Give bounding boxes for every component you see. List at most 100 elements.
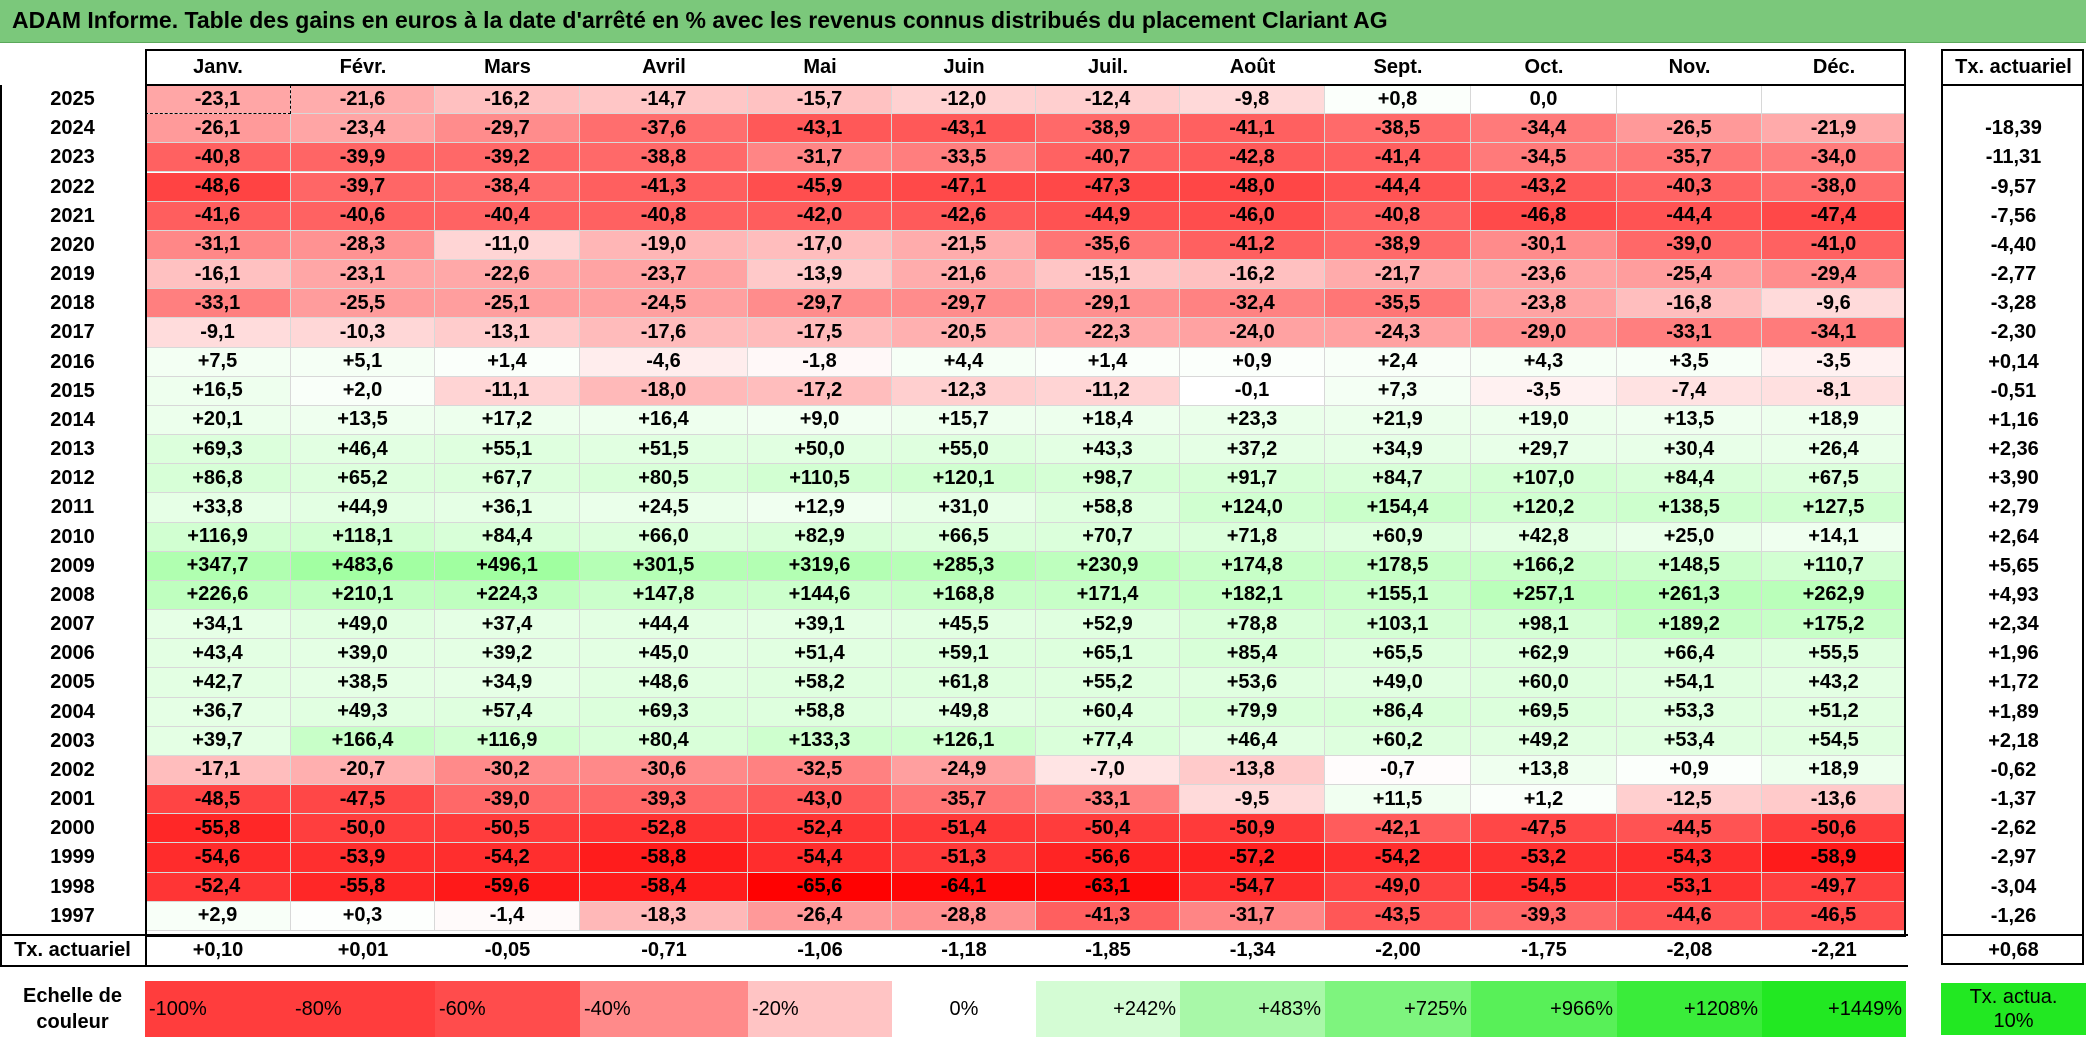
heatmap-cell: -16,2 bbox=[1180, 260, 1325, 290]
heatmap-cell: -47,5 bbox=[1471, 814, 1617, 844]
heatmap-cell: +45,5 bbox=[892, 610, 1036, 640]
heatmap-cell: -0,7 bbox=[1325, 755, 1471, 786]
heatmap-cell: +78,8 bbox=[1180, 610, 1325, 640]
heatmap-cell: -38,9 bbox=[1036, 114, 1180, 144]
year-label: 2002 bbox=[50, 758, 95, 781]
footer-label: Tx. actuariel bbox=[14, 938, 131, 961]
heatmap-cell: +66,5 bbox=[892, 522, 1036, 552]
heatmap-cell: -10,3 bbox=[291, 318, 435, 348]
heatmap-cell: -48,0 bbox=[1180, 172, 1325, 202]
heatmap-cell: -39,2 bbox=[435, 143, 580, 173]
heatmap-cell: -30,1 bbox=[1471, 230, 1617, 260]
heatmap-cell: -38,9 bbox=[1325, 230, 1471, 260]
heatmap-cell: -18,3 bbox=[580, 901, 748, 931]
heatmap-cell: +103,1 bbox=[1325, 610, 1471, 640]
heatmap-cell: -39,0 bbox=[1617, 230, 1762, 260]
heatmap-cell: -15,7 bbox=[748, 85, 892, 115]
year-label: 2024 bbox=[50, 117, 95, 140]
heatmap-cell: -54,6 bbox=[145, 843, 291, 873]
heatmap-cell: -9,5 bbox=[1180, 785, 1325, 815]
legend-swatch: +1208% bbox=[1617, 981, 1762, 1037]
heatmap-cell: +178,5 bbox=[1325, 551, 1471, 581]
heatmap-cell: -40,8 bbox=[580, 201, 748, 231]
heatmap-cell: +91,7 bbox=[1180, 464, 1325, 494]
heatmap-cell: +124,0 bbox=[1180, 493, 1325, 523]
year-label: 2018 bbox=[50, 292, 95, 315]
year-label: 2021 bbox=[50, 204, 95, 227]
legend-swatch: 0% bbox=[892, 981, 1036, 1037]
year-label: 1998 bbox=[50, 875, 95, 898]
footer-bottom bbox=[0, 965, 1908, 967]
heatmap-cell: +31,0 bbox=[892, 493, 1036, 523]
heatmap-cell: +25,0 bbox=[1617, 522, 1762, 552]
heatmap-cell: +86,8 bbox=[145, 464, 291, 494]
heatmap-cell: +80,4 bbox=[580, 726, 748, 756]
heatmap-cell: +60,9 bbox=[1325, 522, 1471, 552]
heatmap-cell: +13,5 bbox=[291, 405, 435, 436]
rate-cell: -11,31 bbox=[1985, 146, 2042, 169]
title-bar: ADAM Informe. Table des gains en euros à… bbox=[0, 0, 2086, 43]
heatmap-cell: -44,9 bbox=[1036, 201, 1180, 231]
rate-cell: -7,56 bbox=[1990, 204, 2037, 227]
heatmap-cell: +86,4 bbox=[1325, 697, 1471, 727]
rate-cell: +3,90 bbox=[1988, 467, 2039, 490]
heatmap-cell: +43,2 bbox=[1762, 668, 1906, 698]
heatmap-cell: +120,1 bbox=[892, 464, 1036, 494]
footer-divider bbox=[0, 934, 1908, 936]
heatmap-cell: -65,6 bbox=[748, 872, 892, 902]
heatmap-cell: -47,3 bbox=[1036, 172, 1180, 202]
rate-cell: -2,30 bbox=[1990, 321, 2037, 344]
heatmap-cell: -42,6 bbox=[892, 201, 1036, 231]
heatmap-cell: -53,2 bbox=[1471, 843, 1617, 873]
heatmap-cell: -58,4 bbox=[580, 872, 748, 902]
heatmap-cell: -38,4 bbox=[435, 172, 580, 202]
heatmap-cell: -51,3 bbox=[892, 843, 1036, 873]
heatmap-cell: -12,3 bbox=[892, 376, 1036, 406]
heatmap-cell: -26,5 bbox=[1617, 114, 1762, 144]
heatmap-cell: +39,2 bbox=[435, 639, 580, 669]
heatmap-cell: +262,9 bbox=[1762, 580, 1906, 611]
heatmap-cell: -45,9 bbox=[748, 172, 892, 202]
heatmap-cell: +55,2 bbox=[1036, 668, 1180, 698]
heatmap-cell: -13,1 bbox=[435, 318, 580, 348]
heatmap-cell: +496,1 bbox=[435, 551, 580, 581]
heatmap-cell: +66,4 bbox=[1617, 639, 1762, 669]
heatmap-cell: +37,2 bbox=[1180, 435, 1325, 465]
footer-cell: -1,34 bbox=[1229, 938, 1276, 961]
heatmap-cell: -17,6 bbox=[580, 318, 748, 348]
heatmap-cell: +257,1 bbox=[1471, 580, 1617, 611]
heatmap-cell: +1,2 bbox=[1471, 785, 1617, 815]
heatmap-cell: +18,4 bbox=[1036, 405, 1180, 436]
heatmap-cell: -11,2 bbox=[1036, 376, 1180, 406]
heatmap-cell: +60,2 bbox=[1325, 726, 1471, 756]
heatmap-cell: +53,4 bbox=[1617, 726, 1762, 756]
heatmap-cell: -8,1 bbox=[1762, 376, 1906, 406]
heatmap-cell: +285,3 bbox=[892, 551, 1036, 581]
heatmap-cell: -35,5 bbox=[1325, 289, 1471, 319]
heatmap-cell: +30,4 bbox=[1617, 435, 1762, 465]
heatmap-cell: -41,2 bbox=[1180, 230, 1325, 260]
heatmap-cell: +51,4 bbox=[748, 639, 892, 669]
rate-cell: -4,40 bbox=[1990, 233, 2037, 256]
heatmap-cell: +52,9 bbox=[1036, 610, 1180, 640]
heatmap-cell: -35,6 bbox=[1036, 230, 1180, 260]
heatmap-cell: +77,4 bbox=[1036, 726, 1180, 756]
heatmap-cell: -34,0 bbox=[1762, 143, 1906, 173]
heatmap-cell: -16,2 bbox=[435, 85, 580, 115]
heatmap-cell: -17,0 bbox=[748, 230, 892, 260]
heatmap-cell: -16,1 bbox=[145, 260, 291, 290]
heatmap-cell: -29,4 bbox=[1762, 260, 1906, 290]
year-label: 2012 bbox=[50, 467, 95, 490]
heatmap-cell: +37,4 bbox=[435, 610, 580, 640]
heatmap-cell: -31,1 bbox=[145, 230, 291, 260]
heatmap-cell: -23,1 bbox=[145, 85, 291, 115]
legend-swatch: +966% bbox=[1471, 981, 1617, 1037]
heatmap-cell: +210,1 bbox=[291, 580, 435, 611]
heatmap-cell: -38,8 bbox=[580, 143, 748, 173]
heatmap-cell: -41,1 bbox=[1180, 114, 1325, 144]
heatmap-cell: +69,5 bbox=[1471, 697, 1617, 727]
heatmap-cell: -3,5 bbox=[1762, 347, 1906, 377]
heatmap-cell: +5,1 bbox=[291, 347, 435, 377]
heatmap-cell: +51,2 bbox=[1762, 697, 1906, 727]
legend-swatch: +483% bbox=[1180, 981, 1325, 1037]
